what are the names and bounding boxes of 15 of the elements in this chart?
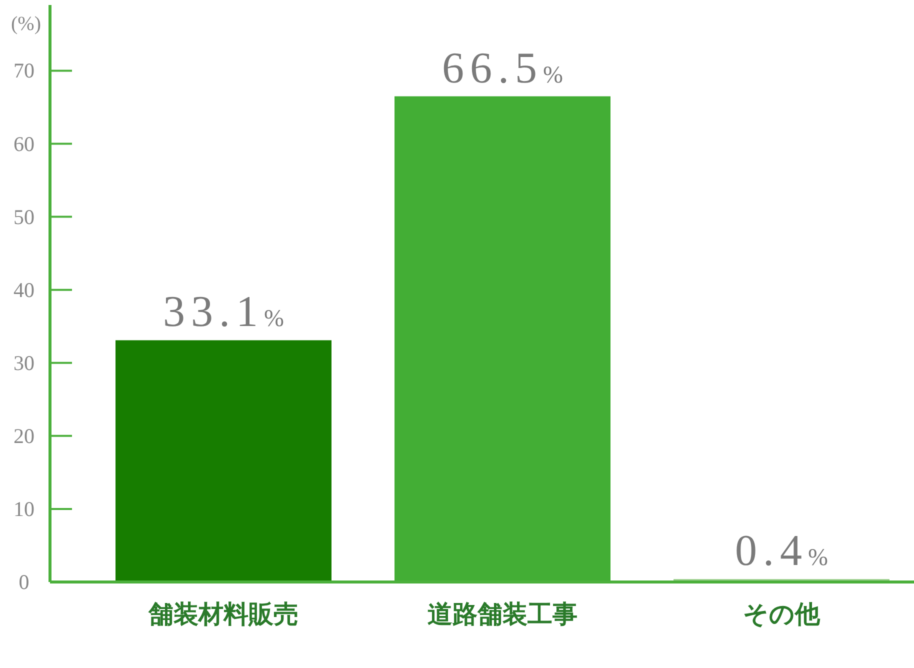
y-tick-label: 50	[14, 204, 34, 229]
y-axis-title: (%)	[11, 13, 41, 35]
y-tick-label: 40	[14, 278, 34, 302]
y-tick-label: 60	[14, 132, 34, 156]
y-tick-label: 0	[18, 570, 30, 594]
y-tick-label: 10	[14, 496, 34, 521]
data-label: 0.4%	[735, 526, 828, 576]
data-label: 33.1%	[163, 287, 284, 336]
data-label: 66.5%	[442, 43, 563, 92]
y-tick-label: 20	[14, 424, 34, 448]
x-tick-label: 道路舗装工事	[428, 600, 578, 628]
x-tick-label: その他	[743, 600, 821, 628]
x-tick-label: 舗装材料販売	[148, 600, 298, 628]
y-tick-label: 70	[14, 58, 34, 83]
y-tick-label: 30	[14, 350, 34, 375]
